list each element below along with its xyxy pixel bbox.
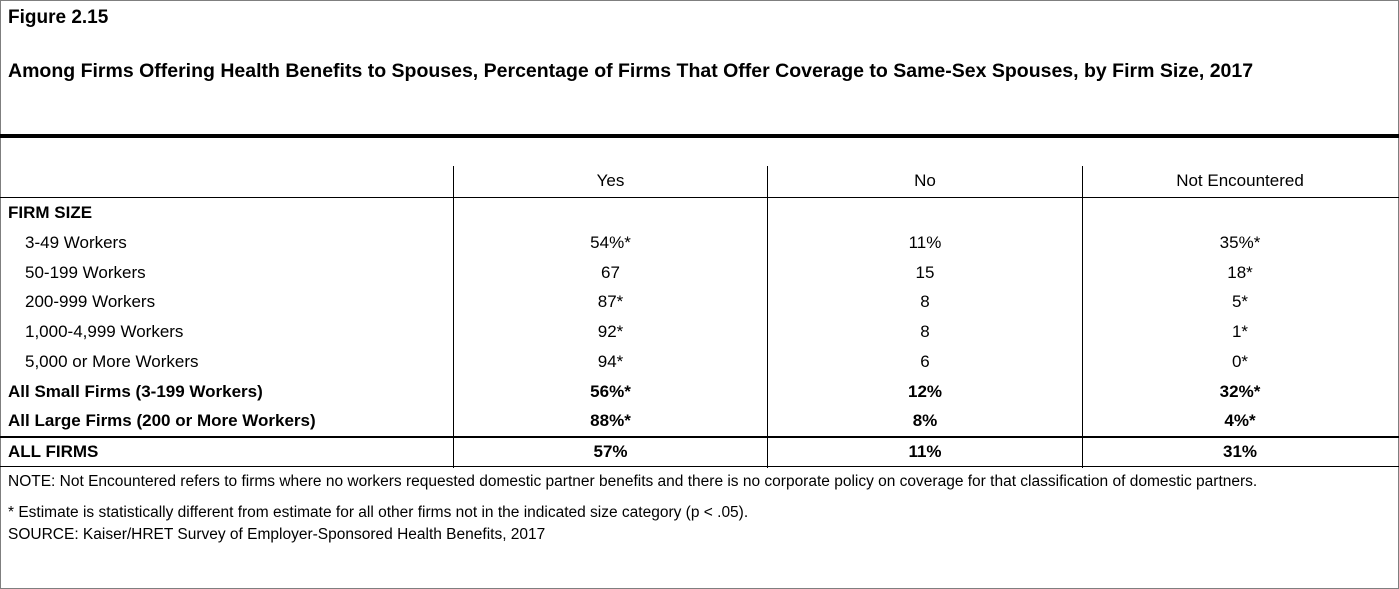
cell-not-encountered: 35%* [1219,233,1261,252]
row-label: All Small Firms (3-199 Workers) [8,381,263,401]
cell-not-encountered: 18* [1227,262,1253,282]
cell-no: 11% [908,442,942,461]
cell-no: 11% [908,233,942,252]
section-label: FIRM SIZE [8,203,93,222]
asterisk-note: * Estimate is statistically different fr… [8,504,749,521]
cell-yes: 92* [597,322,624,342]
table-row-all-firms: ALL FIRMS 57% 11% 31% [0,437,1399,467]
row-label: 200-999 Workers [25,292,156,312]
column-divider-3 [1082,166,1083,468]
column-header-not-encountered: Not Encountered [1176,171,1304,190]
row-label: All Large Firms (200 or More Workers) [8,411,316,431]
cell-not-encountered: 32%* [1219,381,1261,401]
total-divider-top [0,436,1399,438]
cell-no: 8 [920,292,930,312]
figure-label: Figure 2.15 [8,7,109,28]
cell-not-encountered: 5* [1231,292,1249,312]
table-row: 5,000 or More Workers 94* 6 0* [0,347,1399,377]
cell-no: 6 [920,351,930,371]
cell-not-encountered: 0* [1231,351,1249,371]
table-row: 3-49 Workers 54%* 11% 35%* [0,228,1399,258]
column-divider-1 [453,166,454,468]
table-row: 1,000-4,999 Workers 92* 8 1* [0,317,1399,347]
cell-no: 8% [912,411,938,431]
total-divider-bottom [0,466,1399,467]
table-row: All Large Firms (200 or More Workers) 88%… [0,406,1399,436]
cell-yes: 54%* [590,233,631,252]
table-row: All Small Firms (3-199 Workers) 56%* 12% 32… [0,377,1399,407]
cell-yes: 88%* [590,411,631,431]
column-header-yes: Yes [596,171,625,190]
source-text: SOURCE: Kaiser/HRET Survey of Employer-S… [8,526,546,543]
header-divider [0,197,1399,198]
cell-yes: 87* [597,292,624,312]
cell-yes: 94* [597,351,624,371]
chart-title: Among Firms Offering Health Benefits to … [8,60,1254,82]
cell-no: 12% [907,381,943,401]
column-divider-2 [767,166,768,468]
cell-no: 8 [920,322,930,342]
row-label: 1,000-4,999 Workers [25,322,184,342]
column-header-no: No [914,171,936,190]
cell-yes: 56%* [590,381,631,401]
title-divider [0,134,1399,138]
row-label: 3-49 Workers [25,233,127,252]
cell-yes: 67 [601,262,620,282]
section-row: FIRM SIZE [0,198,1399,228]
note-text: NOTE: Not Encountered refers to firms wh… [8,473,1258,490]
cell-not-encountered: 1* [1231,322,1249,342]
table-row: 50-199 Workers 67 15 18* [0,258,1399,288]
row-label: ALL FIRMS [8,442,99,461]
cell-not-encountered: 31% [1222,442,1258,461]
cell-no: 15 [915,262,935,282]
table-row: 200-999 Workers 87* 8 5* [0,287,1399,317]
row-label: 5,000 or More Workers [25,351,199,371]
cell-yes: 57% [593,442,628,461]
row-label: 50-199 Workers [25,262,146,282]
notes: NOTE: Not Encountered refers to firms wh… [8,471,1388,546]
cell-not-encountered: 4%* [1224,411,1256,431]
